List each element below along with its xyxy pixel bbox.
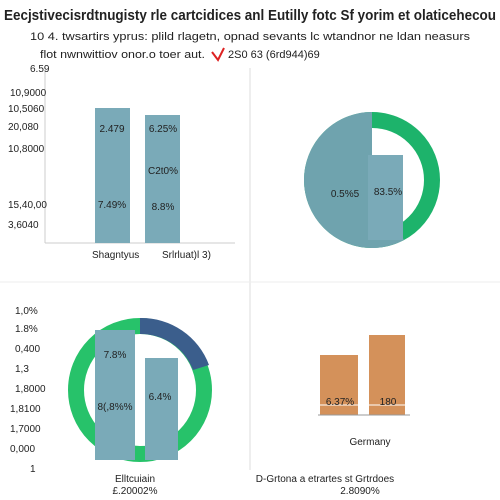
category-label: Srlrluat)l 3): [162, 250, 211, 261]
bar: [95, 108, 130, 243]
donut-label: 0.5%5: [331, 189, 360, 200]
donut-label: 6.4%: [149, 392, 172, 403]
bar: [145, 358, 178, 460]
axis-label: 3,6040: [8, 220, 39, 231]
bar-label: 6.25%: [149, 124, 177, 135]
subtitle: 10 4. twsartirs yprus: plild rlagetn, op…: [30, 31, 471, 43]
check-icon: [211, 47, 225, 62]
axis-label: 1: [30, 464, 36, 475]
bar: [145, 115, 180, 243]
bar-label: C2t0%: [148, 166, 178, 177]
axis-label: 1,8000: [15, 384, 46, 395]
footer-label: £.20002%: [112, 486, 157, 497]
bar-label: 180: [380, 397, 397, 408]
footer-label: 2.8090%: [340, 486, 380, 497]
category-label: Shagntyus: [92, 250, 139, 261]
footer-label: Elltcuiain: [115, 474, 155, 485]
bar: [368, 155, 403, 240]
bar-label: 2.479: [99, 124, 124, 135]
donut-segment: [140, 317, 209, 370]
axis-label: 1.8%: [15, 324, 38, 335]
donut-label: 83.5%: [374, 187, 402, 198]
axis-label: 1,3: [15, 364, 29, 375]
bar-label: 7.49%: [98, 200, 126, 211]
category-label: Germany: [349, 437, 390, 448]
axis-label: 6.59: [30, 64, 50, 75]
axis-label: 10,9000: [10, 88, 47, 99]
axis-label: 1,0%: [15, 306, 38, 317]
axis-label: 1,8100: [10, 404, 41, 415]
bar-label: 6.37%: [326, 397, 354, 408]
footer-label: D-Grtona a etrartes st Grtrdoes: [256, 474, 394, 485]
axis-label: 20,080: [8, 122, 39, 133]
bar-label: 8.8%: [152, 202, 175, 213]
donut-label: 8(,8%%: [97, 402, 132, 413]
axis-label: 10,8000: [8, 144, 45, 155]
title: Eecjstivecisrdtnugisty rle cartcidices a…: [4, 7, 496, 24]
bar: [369, 335, 405, 415]
axis-label: 15,40,00: [8, 200, 47, 211]
note: flot nwnwittiov onor.o toer aut.: [40, 49, 205, 61]
bar: [95, 330, 135, 460]
axis-label: 0,400: [15, 344, 40, 355]
axis-label: 10,5060: [8, 104, 45, 115]
axis-label: 0,000: [10, 444, 35, 455]
donut-label: 7.8%: [104, 350, 127, 361]
note-highlight: 2S0 63 (6rd944)69: [228, 49, 320, 61]
axis-label: 1,7000: [10, 424, 41, 435]
